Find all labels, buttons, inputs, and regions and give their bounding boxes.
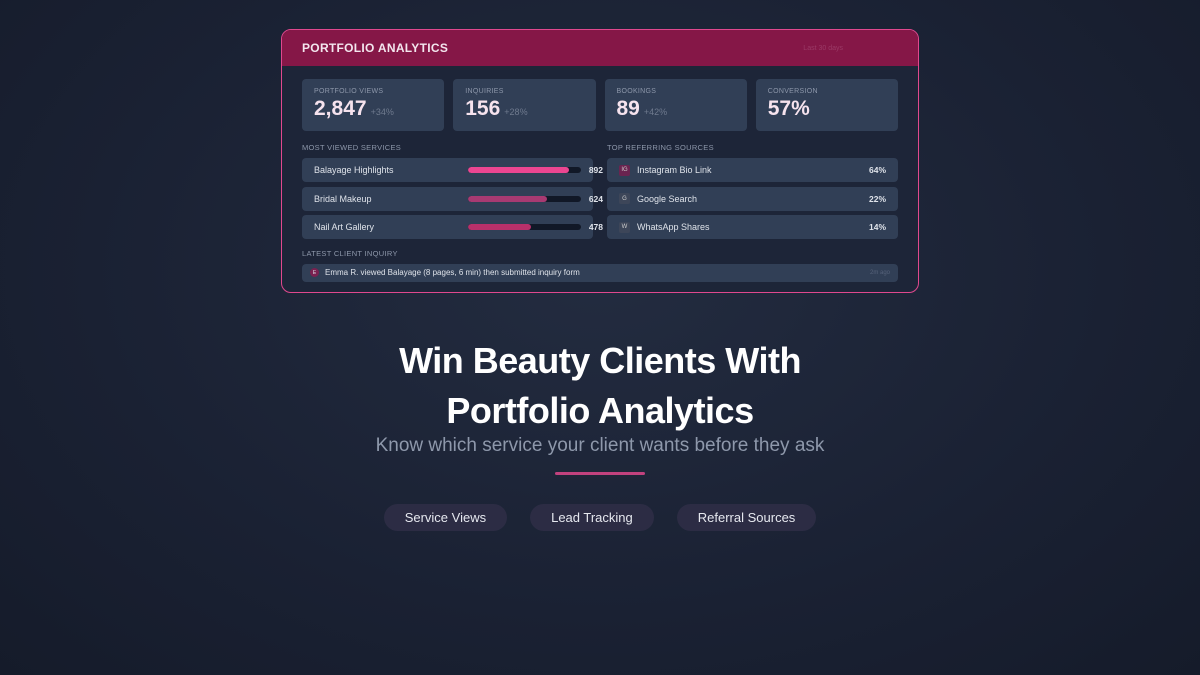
stat-delta: +42%: [643, 107, 668, 117]
pill-lead-tracking[interactable]: Lead Tracking: [530, 504, 654, 531]
stat-label: BOOKINGS: [616, 88, 657, 95]
section-title: MOST VIEWED SERVICES: [302, 143, 402, 152]
analytics-card: PORTFOLIO ANALYTICS Last 30 days PORTFOL…: [281, 29, 919, 293]
section-title: TOP REFERRING SOURCES: [607, 143, 714, 152]
section-title: LATEST CLIENT INQUIRY: [302, 248, 398, 258]
stat-value: 57%: [767, 97, 810, 120]
source-row[interactable]: IG Instagram Bio Link 64%: [607, 158, 898, 182]
stat-inquiries: INQUIRIES 156 +28%: [453, 79, 596, 131]
divider: [555, 472, 645, 475]
services-list: MOST VIEWED SERVICES Balayage Highlights…: [302, 143, 603, 244]
pill-service-views[interactable]: Service Views: [383, 504, 508, 531]
google-icon: G: [619, 193, 630, 204]
views-count: 478: [588, 222, 603, 232]
stat-label: PORTFOLIO VIEWS: [314, 88, 384, 95]
stat-portfolio-views: PORTFOLIO VIEWS 2,847 +34%: [302, 79, 445, 131]
service-row[interactable]: Bridal Makeup 624: [302, 186, 603, 211]
stat-delta: +34%: [370, 107, 394, 117]
service-name: Nail Art Gallery: [314, 222, 375, 232]
source-row[interactable]: G Google Search 22%: [607, 186, 898, 211]
sources-list: TOP REFERRING SOURCES IG Instagram Bio Li…: [607, 143, 898, 244]
stat-value: 89: [616, 97, 640, 120]
source-percent: 14%: [868, 222, 886, 232]
stat-value: 156: [465, 97, 501, 120]
stat-value: 2,847: [314, 97, 367, 120]
source-row[interactable]: W WhatsApp Shares 14%: [607, 215, 898, 239]
service-row[interactable]: Nail Art Gallery 478: [302, 215, 603, 239]
views-bar: [468, 167, 581, 173]
views-bar: [468, 224, 581, 230]
service-name: Balayage Highlights: [314, 165, 394, 175]
source-percent: 22%: [868, 193, 886, 204]
views-count: 624: [588, 193, 603, 204]
service-row[interactable]: Balayage Highlights 892: [302, 158, 603, 182]
inquiry-time: 2m ago: [869, 269, 890, 276]
stat-label: CONVERSION: [767, 88, 818, 95]
source-name: Google Search: [637, 193, 698, 204]
stat-label: INQUIRIES: [465, 88, 504, 95]
service-name: Bridal Makeup: [314, 193, 372, 204]
headline-line: Portfolio Analytics: [446, 390, 754, 431]
avatar: E: [310, 268, 319, 277]
instagram-icon: IG: [619, 164, 630, 176]
views-bar-fill: [468, 224, 532, 230]
stat-delta: +28%: [504, 107, 528, 117]
source-percent: 64%: [868, 165, 886, 175]
source-name: Instagram Bio Link: [637, 165, 712, 175]
date-range[interactable]: Last 30 days: [803, 44, 843, 52]
views-bar-fill: [468, 167, 569, 173]
whatsapp-icon: W: [619, 221, 630, 233]
inquiry-row[interactable]: E Emma R. viewed Balayage (8 pages, 6 mi…: [302, 263, 898, 282]
headline-line: Win Beauty Clients With: [399, 340, 801, 381]
card-header: PORTFOLIO ANALYTICS Last 30 days: [282, 30, 918, 66]
headline: Win Beauty Clients With Portfolio Analyti…: [0, 336, 1200, 436]
views-count: 892: [588, 165, 603, 175]
source-name: WhatsApp Shares: [637, 222, 710, 232]
subtitle: Know which service your client wants bef…: [375, 435, 825, 456]
views-bar-fill: [468, 195, 548, 202]
card-title: PORTFOLIO ANALYTICS: [302, 41, 449, 55]
stat-bookings: BOOKINGS 89 +42%: [604, 79, 747, 131]
pill-referral-sources[interactable]: Referral Sources: [676, 504, 817, 531]
inquiry-text: Emma R. viewed Balayage (8 pages, 6 min)…: [325, 268, 580, 277]
views-bar: [468, 195, 581, 202]
stat-conversion: CONVERSION 57%: [755, 79, 898, 131]
